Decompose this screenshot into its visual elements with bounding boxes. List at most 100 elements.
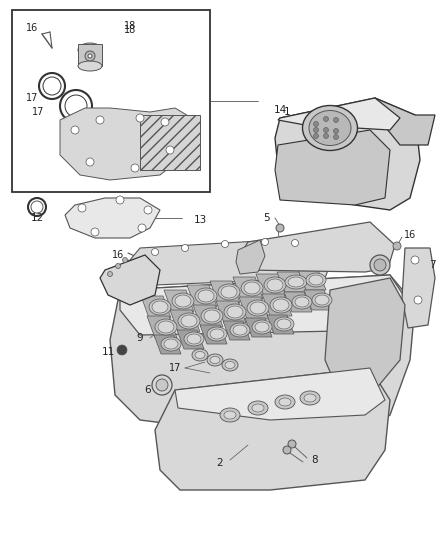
Circle shape	[71, 126, 79, 134]
Ellipse shape	[207, 327, 227, 341]
Text: 6: 6	[145, 385, 151, 395]
Ellipse shape	[210, 329, 224, 339]
Ellipse shape	[218, 284, 240, 300]
Ellipse shape	[207, 354, 223, 366]
Polygon shape	[110, 275, 415, 430]
Ellipse shape	[172, 293, 194, 309]
Circle shape	[123, 257, 127, 262]
Text: 15: 15	[212, 250, 225, 260]
Polygon shape	[256, 274, 286, 296]
Ellipse shape	[221, 286, 237, 298]
Ellipse shape	[161, 337, 181, 351]
Text: 9: 9	[137, 333, 143, 343]
Circle shape	[324, 133, 328, 139]
Ellipse shape	[252, 320, 272, 334]
Circle shape	[333, 134, 339, 140]
Polygon shape	[164, 290, 194, 312]
Polygon shape	[60, 108, 195, 180]
Ellipse shape	[155, 319, 177, 335]
Ellipse shape	[270, 297, 292, 313]
Circle shape	[107, 271, 113, 277]
Ellipse shape	[224, 304, 246, 320]
Polygon shape	[187, 285, 217, 307]
Ellipse shape	[288, 277, 304, 287]
Circle shape	[370, 255, 390, 275]
Polygon shape	[216, 301, 246, 323]
Circle shape	[181, 245, 188, 252]
Text: 17: 17	[169, 363, 181, 373]
Polygon shape	[147, 316, 177, 338]
Text: 18: 18	[124, 21, 136, 31]
Polygon shape	[65, 198, 160, 238]
Ellipse shape	[184, 332, 204, 346]
Ellipse shape	[227, 306, 243, 318]
Polygon shape	[177, 330, 204, 349]
Text: 13: 13	[193, 215, 207, 225]
Circle shape	[261, 238, 268, 246]
Polygon shape	[275, 98, 420, 210]
Ellipse shape	[164, 339, 178, 349]
Circle shape	[324, 117, 328, 122]
Polygon shape	[233, 277, 263, 299]
Text: 6: 6	[374, 245, 381, 255]
Circle shape	[324, 127, 328, 133]
Circle shape	[288, 440, 296, 448]
Polygon shape	[170, 310, 200, 332]
Ellipse shape	[275, 395, 295, 409]
Polygon shape	[284, 292, 312, 312]
Ellipse shape	[175, 295, 191, 307]
Ellipse shape	[273, 299, 289, 311]
Circle shape	[138, 224, 146, 232]
Ellipse shape	[230, 323, 250, 337]
Polygon shape	[200, 325, 227, 344]
Ellipse shape	[195, 288, 217, 304]
Circle shape	[314, 127, 318, 133]
Polygon shape	[193, 305, 223, 327]
Polygon shape	[141, 296, 171, 318]
Text: 17: 17	[26, 93, 38, 103]
Polygon shape	[155, 368, 390, 490]
Polygon shape	[100, 255, 160, 305]
Ellipse shape	[210, 357, 220, 364]
Circle shape	[314, 122, 318, 126]
Ellipse shape	[285, 275, 307, 289]
Ellipse shape	[78, 61, 102, 71]
Ellipse shape	[255, 322, 269, 332]
Circle shape	[314, 133, 318, 139]
Polygon shape	[210, 281, 240, 303]
Ellipse shape	[244, 282, 260, 294]
Circle shape	[222, 240, 229, 247]
Circle shape	[276, 224, 284, 232]
Circle shape	[145, 259, 151, 265]
Polygon shape	[262, 294, 292, 316]
Ellipse shape	[312, 293, 332, 307]
Ellipse shape	[78, 43, 102, 57]
Ellipse shape	[233, 325, 247, 335]
Circle shape	[292, 239, 299, 246]
Ellipse shape	[248, 401, 268, 415]
Ellipse shape	[88, 54, 92, 58]
Circle shape	[116, 196, 124, 204]
Ellipse shape	[149, 299, 171, 315]
Ellipse shape	[292, 295, 312, 309]
Circle shape	[374, 259, 386, 271]
Text: 8: 8	[312, 455, 318, 465]
Ellipse shape	[241, 280, 263, 296]
Polygon shape	[375, 98, 435, 145]
Polygon shape	[236, 240, 265, 274]
Ellipse shape	[181, 315, 197, 327]
Bar	[78, 44, 102, 66]
Circle shape	[116, 263, 120, 269]
Text: 16: 16	[112, 250, 124, 260]
Circle shape	[127, 279, 133, 285]
Polygon shape	[277, 272, 307, 292]
Ellipse shape	[303, 106, 357, 150]
Circle shape	[152, 248, 159, 255]
Ellipse shape	[247, 300, 269, 316]
Polygon shape	[298, 270, 326, 290]
Text: 16: 16	[404, 230, 416, 240]
Text: 15: 15	[90, 143, 102, 153]
Ellipse shape	[252, 404, 264, 412]
Polygon shape	[278, 98, 400, 130]
Text: 16: 16	[26, 23, 38, 33]
